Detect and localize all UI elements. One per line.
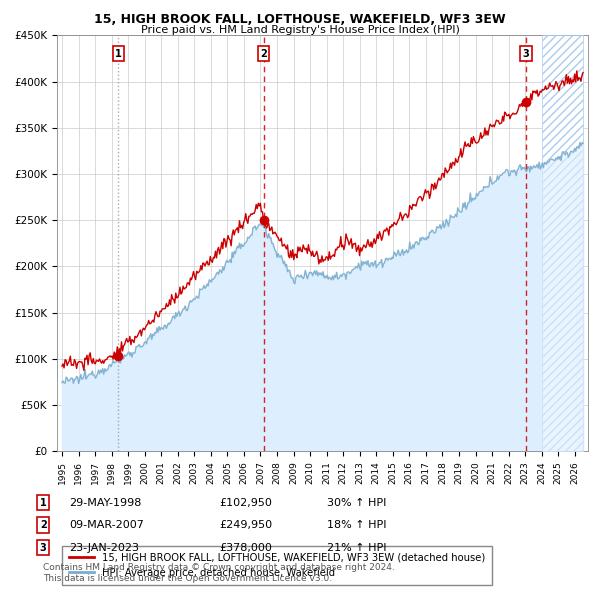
Text: 3: 3 [40, 543, 47, 552]
Text: £249,950: £249,950 [219, 520, 272, 530]
Text: 23-JAN-2023: 23-JAN-2023 [69, 543, 139, 552]
Text: £102,950: £102,950 [219, 498, 272, 507]
Legend: 15, HIGH BROOK FALL, LOFTHOUSE, WAKEFIELD, WF3 3EW (detached house), HPI: Averag: 15, HIGH BROOK FALL, LOFTHOUSE, WAKEFIEL… [62, 546, 492, 585]
Text: Price paid vs. HM Land Registry's House Price Index (HPI): Price paid vs. HM Land Registry's House … [140, 25, 460, 35]
Text: 21% ↑ HPI: 21% ↑ HPI [327, 543, 386, 552]
Text: 3: 3 [523, 49, 530, 59]
Text: 09-MAR-2007: 09-MAR-2007 [69, 520, 144, 530]
Text: 18% ↑ HPI: 18% ↑ HPI [327, 520, 386, 530]
Text: 1: 1 [115, 49, 122, 59]
Text: 30% ↑ HPI: 30% ↑ HPI [327, 498, 386, 507]
Text: 2: 2 [260, 49, 267, 59]
Text: £378,000: £378,000 [219, 543, 272, 552]
Text: 1: 1 [40, 498, 47, 507]
Text: Contains HM Land Registry data © Crown copyright and database right 2024.: Contains HM Land Registry data © Crown c… [43, 563, 395, 572]
Text: 15, HIGH BROOK FALL, LOFTHOUSE, WAKEFIELD, WF3 3EW: 15, HIGH BROOK FALL, LOFTHOUSE, WAKEFIEL… [94, 13, 506, 26]
Text: This data is licensed under the Open Government Licence v3.0.: This data is licensed under the Open Gov… [43, 574, 332, 583]
Text: 2: 2 [40, 520, 47, 530]
Text: 29-MAY-1998: 29-MAY-1998 [69, 498, 142, 507]
